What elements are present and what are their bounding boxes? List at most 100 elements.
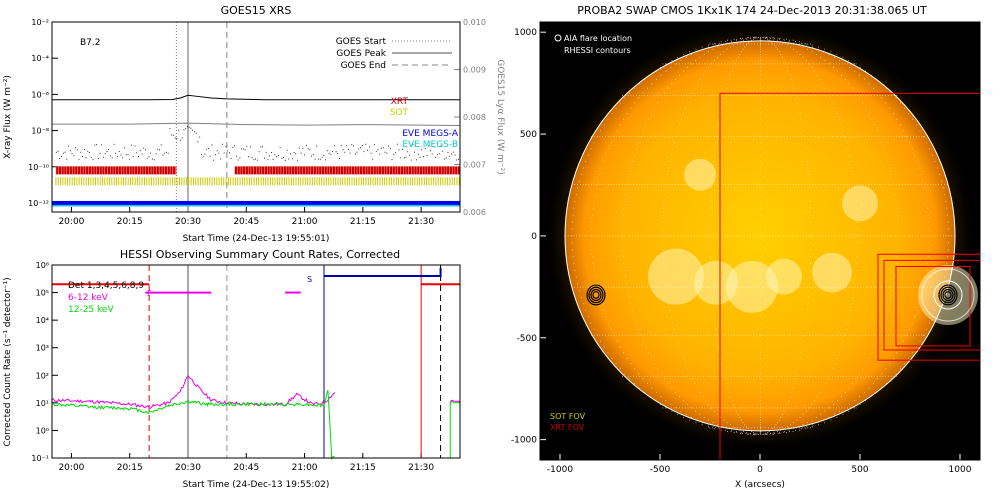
legend-6-12kev: 6-12 keV bbox=[68, 293, 109, 303]
goes-ytick-label: 10⁻⁴ bbox=[31, 54, 49, 63]
goes-title: GOES15 XRS bbox=[221, 4, 292, 17]
sun-active-region bbox=[726, 260, 778, 313]
sun-active-region bbox=[684, 158, 716, 191]
goes-xlabel: Start Time (24-Dec-13 19:55:01) bbox=[183, 234, 330, 244]
xrt-coverage-ticks bbox=[55, 166, 458, 175]
swap-title: PROBA2 SWAP CMOS 1Kx1K 174 24-Dec-2013 2… bbox=[577, 4, 927, 17]
sun-active-region bbox=[648, 248, 704, 305]
legend-goes-peak: GOES Peak bbox=[336, 49, 386, 59]
hessi-ylabel: Corrected Count Rate (s⁻¹ detector⁻¹) bbox=[3, 277, 13, 446]
swap-xtick-label: 500 bbox=[851, 465, 868, 475]
goes-ylabel: X-ray Flux (W m⁻²) bbox=[3, 75, 13, 159]
eve-megs-a-bar bbox=[52, 200, 460, 205]
aia-flare-halo bbox=[921, 268, 975, 322]
goes-plot-area: 20:00 20:15 20:30 20:45 21:00 21:15 21:30 10⁻² 1… bbox=[28, 18, 486, 227]
goes-ytick-right-label: 0.006 bbox=[463, 208, 486, 217]
goes-xtick-label: 21:30 bbox=[408, 217, 434, 227]
goes-ytick-label: 10⁻¹² bbox=[28, 199, 49, 208]
swap-xtick-label: 1000 bbox=[949, 465, 972, 475]
eve-megs-b-label: EVE MEGS-B bbox=[402, 140, 458, 150]
rhessi-contour bbox=[940, 286, 956, 304]
goes-legend: GOES Start GOES Peak GOES End bbox=[336, 37, 452, 71]
rhessi-contour bbox=[592, 291, 600, 299]
swap-xlabel: X (arcsecs) bbox=[735, 480, 785, 490]
aia-flare-location bbox=[933, 280, 963, 310]
swap-xtick-label: 0 bbox=[757, 465, 763, 475]
sot-coverage-bar bbox=[55, 177, 460, 186]
goes-xtick-label: 20:15 bbox=[117, 217, 143, 227]
hessi-xtick-label: 21:15 bbox=[350, 463, 376, 473]
goes-xtick-label: 21:00 bbox=[292, 217, 318, 227]
eve-megs-a-label: EVE MEGS-A bbox=[402, 129, 459, 139]
hessi-xtick-label: 21:30 bbox=[408, 463, 434, 473]
hessi-xtick-label: 20:45 bbox=[233, 463, 259, 473]
goes-ytick-right-label: 0.010 bbox=[463, 18, 486, 27]
xrt-bar-label: XRT bbox=[391, 97, 409, 107]
goes-ytick-label: 10⁻¹⁰ bbox=[28, 163, 49, 172]
hessi-ytick-label: 10⁻¹ bbox=[31, 454, 49, 463]
goes-short-dots bbox=[55, 126, 461, 161]
hessi-title: HESSI Observing Summary Count Rates, Cor… bbox=[120, 248, 400, 261]
swap-xtick-label: -500 bbox=[650, 465, 671, 475]
legend-goes-end: GOES End bbox=[341, 61, 386, 71]
hessi-frame bbox=[51, 264, 461, 459]
saa-flag-bar bbox=[324, 267, 442, 278]
swap-ytick-label: 500 bbox=[520, 130, 537, 140]
swap-ytick-label: -500 bbox=[517, 334, 538, 344]
hessi-ytick-label: 10⁶ bbox=[36, 261, 49, 270]
sot-bar-label: SOT bbox=[390, 108, 409, 118]
swap-ytick-label: 0 bbox=[531, 232, 537, 242]
hessi-ytick-label: 10⁰ bbox=[36, 426, 49, 435]
swap-xtick-label: -1000 bbox=[547, 465, 573, 475]
goes-ytick-right-label: 0.007 bbox=[463, 161, 486, 170]
hessi-xlabel: Start Time (24-Dec-13 19:55:02) bbox=[183, 480, 330, 490]
xrt-fov-label: XRT FOV bbox=[550, 423, 585, 432]
sun-active-region bbox=[812, 252, 852, 293]
hessi-xtick-label: 20:00 bbox=[58, 463, 84, 473]
aia-flare-legend-icon bbox=[554, 34, 562, 42]
rhessi-contour bbox=[590, 288, 602, 302]
rhessi-contour bbox=[938, 284, 958, 306]
goes-ylabel-right: GOES15 Lyα Flux (W m⁻²) bbox=[495, 59, 505, 175]
goes-xtick-label: 21:15 bbox=[350, 217, 376, 227]
hessi-detectors-label: Det 1,3,4,5,6,8,9 bbox=[68, 281, 144, 291]
goes-xtick-label: 20:30 bbox=[175, 217, 201, 227]
hessi-curve-late-green bbox=[449, 401, 460, 405]
goes-xtick-label: 20:00 bbox=[58, 217, 84, 227]
goes-frame bbox=[51, 21, 461, 213]
sun-active-region bbox=[842, 185, 878, 222]
rhessi-contour bbox=[942, 288, 954, 302]
swap-ytick-label: -1000 bbox=[511, 436, 537, 446]
flare-flag-label: F bbox=[147, 289, 152, 298]
swap-ytick-label: 1000 bbox=[514, 28, 537, 38]
hessi-panel: HESSI Observing Summary Count Rates, Cor… bbox=[3, 248, 461, 490]
hessi-xtick-label: 20:30 bbox=[175, 463, 201, 473]
hessi-ytick-label: 10² bbox=[36, 371, 49, 380]
hessi-ytick-label: 10³ bbox=[36, 344, 49, 353]
swap-frame bbox=[539, 21, 981, 461]
hessi-ytick-label: 10⁴ bbox=[36, 316, 49, 325]
hessi-curve-6-12kev bbox=[51, 375, 336, 410]
legend-12-25kev: 12-25 keV bbox=[68, 305, 114, 315]
eve-megs-b-bar bbox=[52, 204, 460, 207]
hessi-curve-late-magenta bbox=[449, 399, 460, 403]
legend-goes-start: GOES Start bbox=[336, 37, 387, 47]
hessi-ytick-label: 10⁵ bbox=[36, 289, 49, 298]
hessi-plot-area: 20:00 20:15 20:30 20:45 21:00 21:15 21:30 10⁶ 10… bbox=[31, 261, 460, 473]
goes-ytick-right-label: 0.009 bbox=[463, 66, 486, 75]
sun-limb bbox=[564, 40, 956, 432]
rhessi-contour bbox=[586, 284, 606, 306]
legend-aia-flare: AIA flare location bbox=[564, 34, 632, 43]
fov-box-inner bbox=[895, 265, 971, 347]
rhessi-legend-icon bbox=[554, 46, 562, 54]
swap-legend: AIA flare location RHESSI contours bbox=[554, 34, 632, 55]
goes-ytick-label: 10⁻⁸ bbox=[31, 127, 49, 136]
swap-panel: PROBA2 SWAP CMOS 1Kx1K 174 24-Dec-2013 2… bbox=[511, 4, 981, 490]
goes-lyman-alpha-line bbox=[52, 122, 461, 127]
hessi-xtick-label: 20:15 bbox=[117, 463, 143, 473]
hessi-ytick-label: 10¹ bbox=[36, 399, 49, 408]
sot-fov-label: SOT FOV bbox=[550, 412, 586, 421]
saa-flag-label: S bbox=[307, 275, 312, 284]
